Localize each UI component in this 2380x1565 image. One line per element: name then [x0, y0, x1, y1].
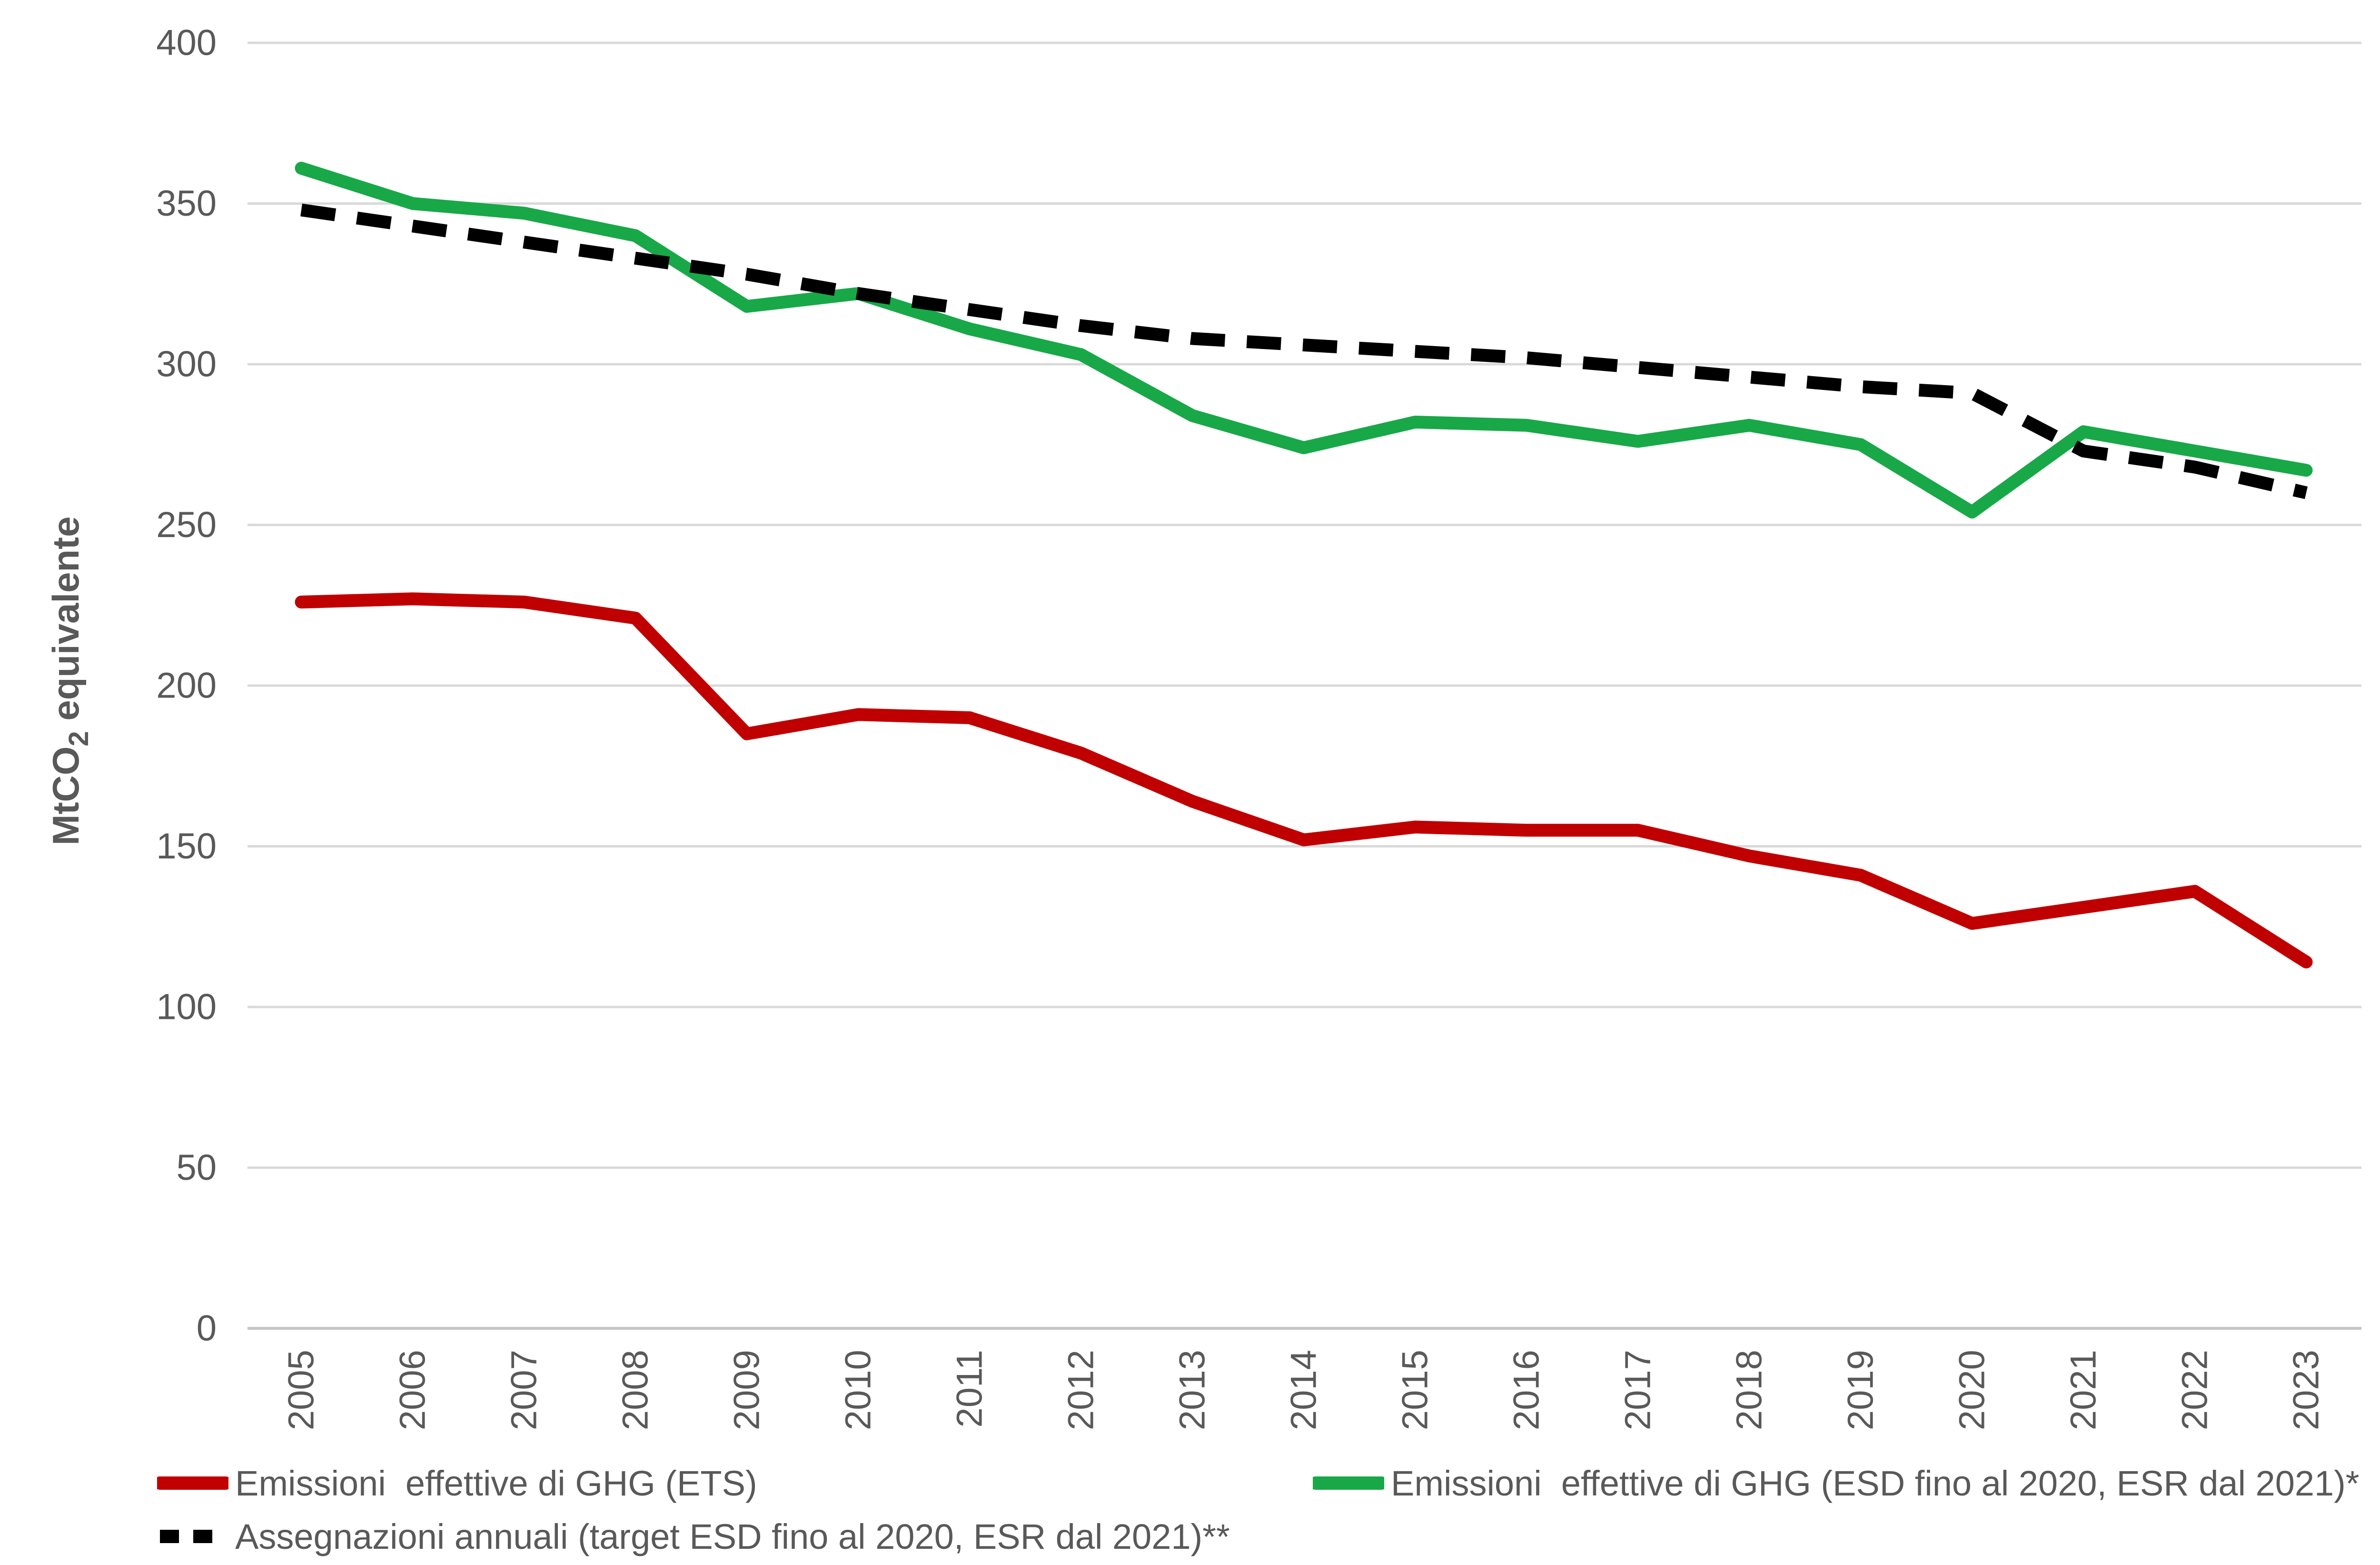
x-tick-label-2014: 2014 [1284, 1350, 1324, 1430]
legend-item-esd: Emissioni effettive di GHG (ESD fino al … [1313, 1462, 2360, 1505]
x-tick-label-2023: 2023 [2286, 1350, 2327, 1430]
y-tick-label-350: 350 [156, 183, 217, 224]
x-tick-label-2018: 2018 [1729, 1350, 1770, 1430]
y-axis-title-prefix: MtCO [45, 747, 87, 846]
y-axis-title-subscript: 2 [63, 731, 94, 746]
x-tick-label-2010: 2010 [838, 1350, 879, 1430]
y-tick-label-400: 400 [156, 23, 217, 63]
x-tick-label-2013: 2013 [1172, 1350, 1213, 1430]
x-tick-label-2007: 2007 [504, 1350, 545, 1430]
legend-swatch-ets-line [157, 1476, 228, 1490]
x-tick-label-2021: 2021 [2063, 1350, 2104, 1430]
series-lines-group [295, 161, 2313, 968]
x-axis-tick-labels: 2005 2006 2007 2008 2009 2010 2011 2012 2013 2014… [281, 1350, 2327, 1430]
series-line-1 [295, 161, 2313, 518]
y-tick-label-200: 200 [156, 666, 217, 706]
legend-label-esd: Emissioni effettive di GHG (ESD fino al … [1391, 1463, 2360, 1503]
legend-swatch-esd-line [1313, 1476, 1384, 1490]
y-tick-label-300: 300 [156, 344, 217, 385]
y-axis-title: MtCO2 equivalente [45, 516, 94, 845]
x-tick-label-2012: 2012 [1061, 1350, 1101, 1430]
x-tick-label-2020: 2020 [1952, 1350, 1993, 1430]
x-tick-label-2015: 2015 [1395, 1350, 1436, 1430]
x-tick-label-2009: 2009 [727, 1350, 767, 1430]
y-tick-label-100: 100 [156, 987, 217, 1027]
legend-swatch-allocations-line [160, 1530, 226, 1543]
legend-label-allocations: Assegnazioni annuali (target ESD fino al… [235, 1516, 1230, 1556]
x-tick-label-2019: 2019 [1841, 1350, 1881, 1430]
y-tick-label-150: 150 [156, 826, 217, 867]
y-axis-tick-labels: 400 350 300 250 200 150 100 50 0 [156, 23, 217, 1349]
series-line-2 [300, 203, 2308, 499]
x-tick-label-2016: 2016 [1507, 1350, 1547, 1430]
gridlines-group [248, 41, 2361, 1330]
x-tick-label-2011: 2011 [950, 1350, 990, 1427]
x-tick-label-2022: 2022 [2175, 1350, 2215, 1430]
legend-label-ets: Emissioni effettive di GHG (ETS) [235, 1463, 757, 1503]
y-tick-label-0: 0 [197, 1308, 217, 1349]
x-tick-label-2008: 2008 [615, 1350, 656, 1430]
x-tick-label-2017: 2017 [1618, 1350, 1658, 1430]
legend-item-ets: Emissioni effettive di GHG (ETS) [157, 1462, 757, 1505]
legend-item-allocations: Assegnazioni annuali (target ESD fino al… [157, 1515, 1230, 1558]
y-tick-label-250: 250 [156, 505, 217, 545]
y-tick-label-50: 50 [176, 1147, 217, 1188]
series-line-0 [295, 592, 2313, 968]
x-tick-label-2006: 2006 [393, 1350, 433, 1430]
y-axis-title-suffix: equivalente [45, 516, 87, 731]
x-tick-label-2005: 2005 [281, 1350, 322, 1430]
